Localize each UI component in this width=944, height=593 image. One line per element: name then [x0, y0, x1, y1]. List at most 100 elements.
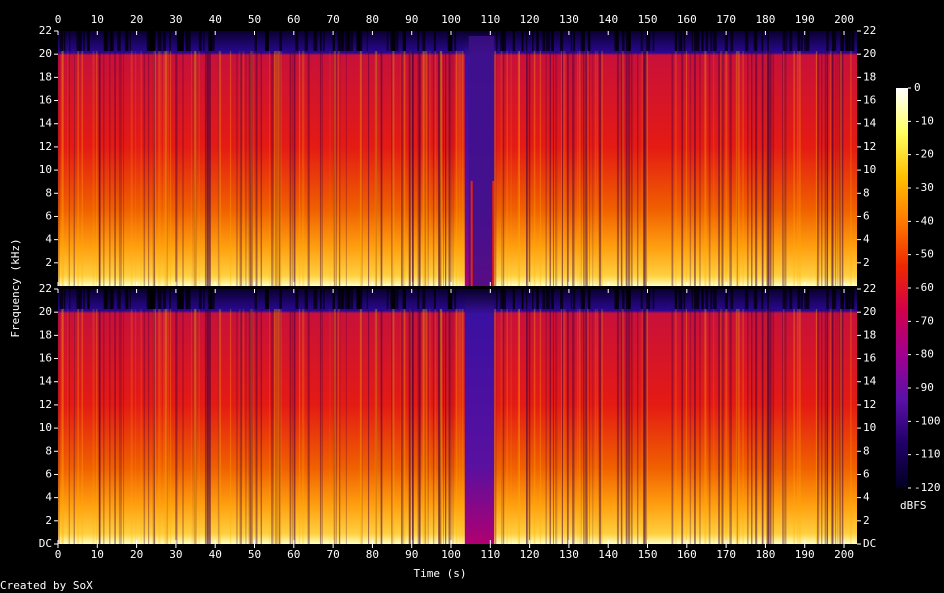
texture: [292, 51, 293, 286]
texture: [725, 309, 728, 544]
texture: [206, 51, 208, 286]
x-tick-label: 110: [480, 548, 500, 561]
texture: [782, 309, 785, 544]
texture: [294, 51, 296, 286]
colorbar-tick-label: -50: [914, 248, 934, 261]
top-texture: [279, 31, 282, 51]
colorbar: [896, 88, 908, 488]
top-texture: [337, 289, 341, 309]
texture: [96, 51, 98, 286]
texture: [761, 51, 763, 286]
texture: [725, 51, 728, 286]
texture: [166, 51, 168, 286]
texture: [566, 51, 569, 286]
texture: [130, 51, 133, 286]
texture: [671, 309, 674, 544]
texture: [204, 51, 207, 286]
texture: [737, 51, 740, 286]
texture: [585, 309, 588, 544]
texture: [271, 51, 274, 286]
colorbar-tick-label: -20: [914, 148, 934, 161]
texture: [345, 309, 347, 544]
texture: [693, 309, 696, 544]
texture: [157, 309, 161, 544]
texture: [271, 309, 274, 544]
texture: [821, 309, 823, 544]
top-texture: [847, 31, 851, 51]
top-texture: [674, 31, 677, 51]
texture: [424, 51, 427, 286]
top-texture: [767, 31, 769, 51]
texture: [123, 309, 125, 544]
texture: [208, 309, 211, 544]
y-tick-label: 12: [39, 140, 52, 153]
spectrogram-panel: [58, 31, 857, 286]
texture: [439, 309, 443, 544]
texture: [424, 309, 426, 544]
texture: [418, 309, 421, 544]
texture: [766, 51, 770, 286]
texture: [163, 309, 165, 544]
top-texture: [797, 289, 801, 309]
texture: [815, 309, 817, 544]
texture: [429, 309, 431, 544]
x-tick-label: 170: [716, 13, 736, 26]
texture: [708, 309, 711, 544]
y-tick-label: 16: [863, 352, 876, 365]
top-texture: [79, 31, 82, 51]
texture: [250, 51, 253, 286]
texture: [337, 309, 340, 544]
x-tick-label: 90: [405, 13, 418, 26]
texture: [424, 51, 426, 286]
texture: [439, 51, 442, 286]
top-texture: [536, 31, 539, 51]
texture: [693, 51, 696, 286]
top-texture: [295, 31, 299, 51]
texture: [409, 51, 411, 286]
top-texture: [693, 31, 698, 51]
top-texture: [332, 289, 335, 309]
texture: [501, 51, 502, 286]
top-texture: [422, 289, 426, 309]
texture: [427, 309, 429, 544]
texture: [381, 309, 383, 544]
texture: [118, 309, 120, 544]
texture: [549, 51, 551, 286]
texture: [768, 51, 771, 286]
texture: [165, 309, 168, 544]
texture: [376, 51, 378, 286]
texture: [191, 309, 193, 544]
y-tick-label: 16: [863, 94, 876, 107]
top-texture: [323, 31, 325, 51]
texture: [114, 309, 116, 544]
top-texture: [536, 289, 539, 309]
top-texture: [753, 289, 756, 309]
texture: [255, 309, 258, 544]
texture: [239, 51, 241, 286]
texture: [392, 309, 393, 544]
texture: [643, 51, 645, 286]
texture: [403, 51, 406, 286]
texture: [275, 51, 278, 286]
texture: [674, 309, 677, 544]
texture: [374, 309, 378, 544]
texture: [817, 51, 818, 286]
texture: [62, 51, 64, 286]
quiet-section: [464, 289, 495, 544]
texture: [840, 51, 841, 286]
texture: [592, 51, 594, 286]
texture: [245, 309, 247, 544]
texture: [67, 309, 69, 544]
texture: [620, 309, 622, 544]
top-texture: [347, 31, 351, 51]
texture: [526, 309, 529, 544]
y-tick-label: 4: [863, 233, 870, 246]
x-tick-label: 180: [755, 548, 775, 561]
top-texture: [417, 289, 420, 309]
top-texture: [526, 31, 528, 51]
texture: [170, 51, 172, 286]
top-texture: [345, 289, 350, 309]
top-texture: [496, 31, 498, 51]
x-axis-label: Time (s): [414, 567, 467, 580]
colorbar-tick-label: -120: [914, 481, 941, 494]
